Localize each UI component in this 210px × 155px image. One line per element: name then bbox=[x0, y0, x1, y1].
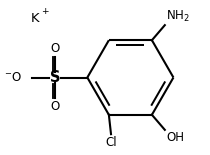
Text: K: K bbox=[30, 12, 39, 25]
Text: Cl: Cl bbox=[105, 136, 117, 149]
Text: S: S bbox=[50, 70, 60, 85]
Text: O: O bbox=[50, 42, 60, 55]
Text: NH$_2$: NH$_2$ bbox=[167, 8, 190, 24]
Text: +: + bbox=[41, 7, 48, 16]
Text: $^{-}$O: $^{-}$O bbox=[4, 71, 22, 84]
Text: OH: OH bbox=[167, 131, 184, 144]
Text: O: O bbox=[50, 100, 60, 113]
